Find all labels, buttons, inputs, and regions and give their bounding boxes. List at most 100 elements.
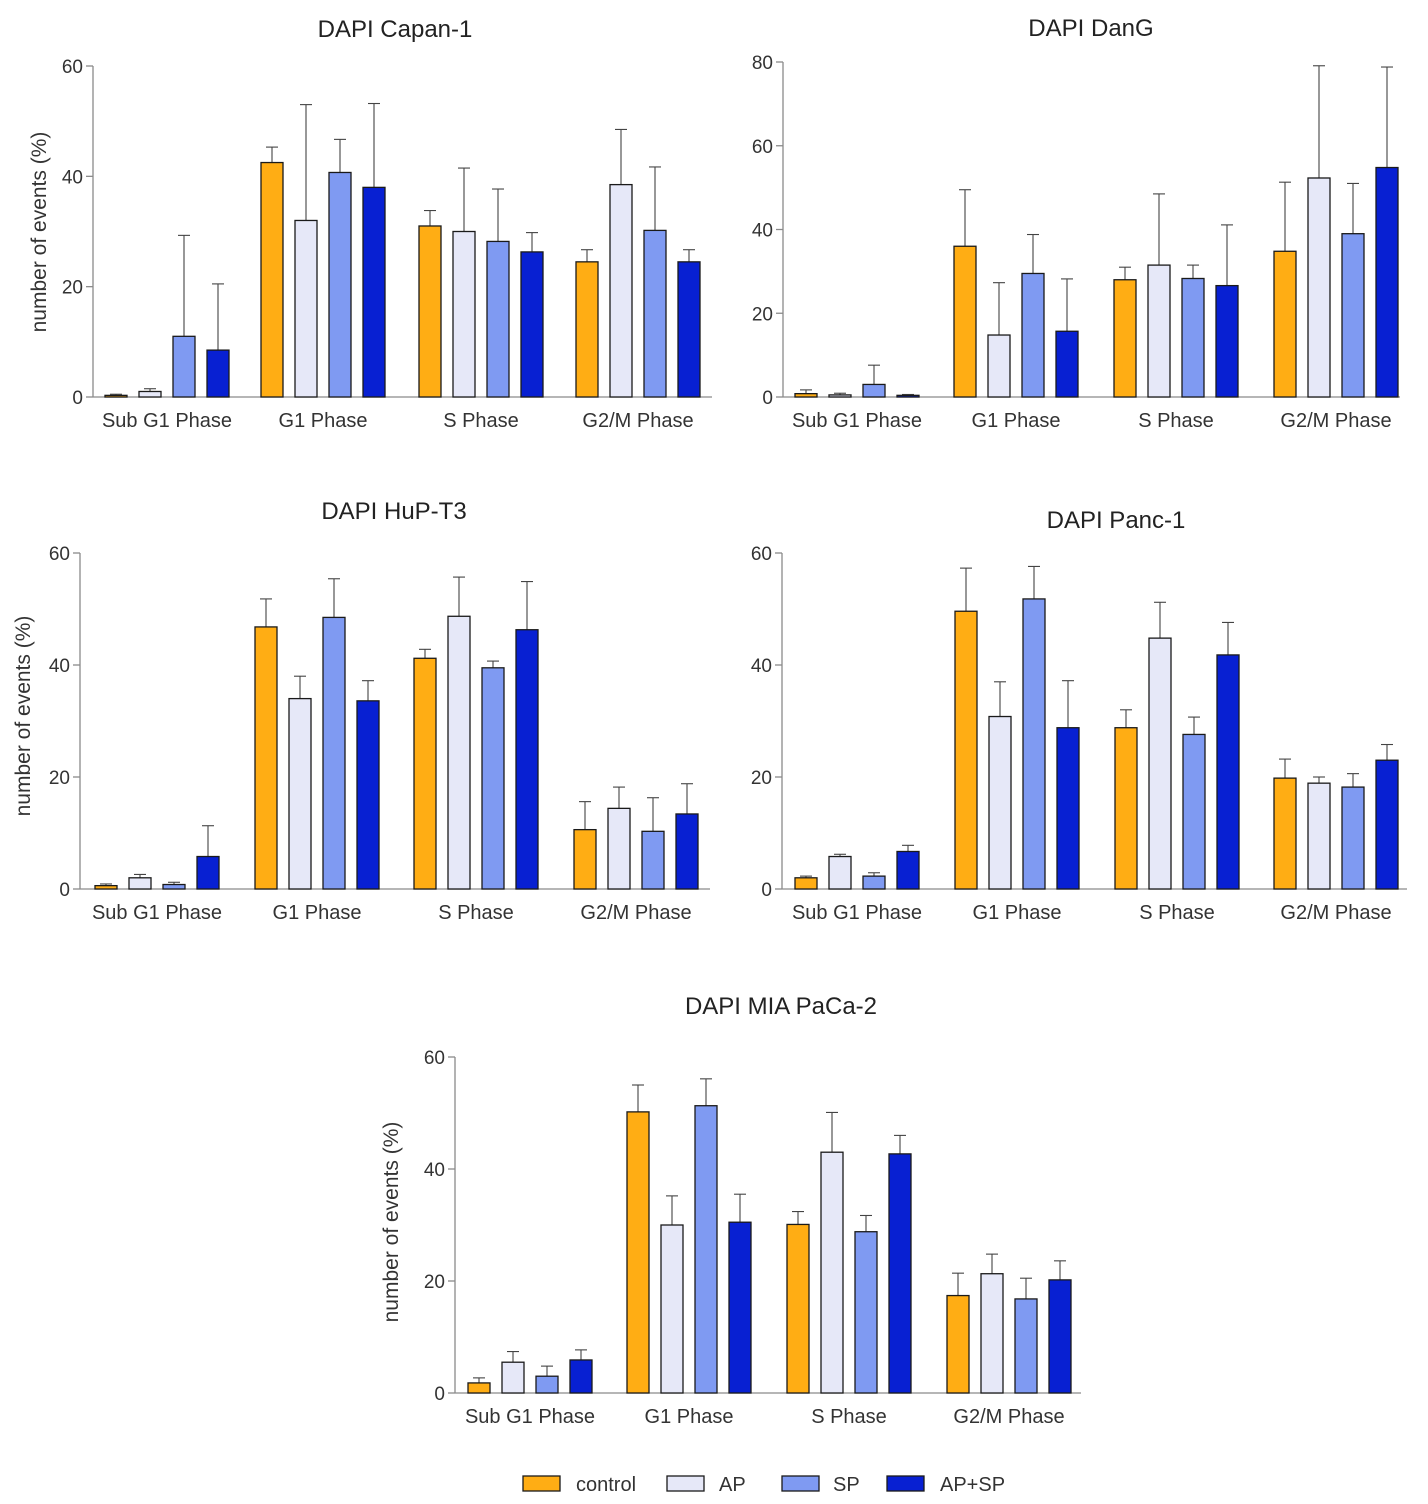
bar-control-1	[104, 394, 128, 398]
bar-ap-sp-2	[1056, 727, 1080, 890]
bar-ap-4	[1307, 177, 1331, 398]
chart-title: DAPI HuP-T3	[321, 498, 466, 525]
bar-control-3	[1113, 279, 1137, 398]
bar-ap-sp-2	[362, 186, 386, 398]
bar-control-4	[575, 261, 599, 398]
bar-sp-3	[486, 240, 510, 398]
bar-ap-1	[828, 394, 852, 398]
bar-ap-sp-1	[569, 1359, 593, 1394]
bar-ap-sp-3	[520, 251, 544, 398]
bar-ap-sp-2	[1055, 330, 1079, 398]
bar-ap-3	[820, 1151, 844, 1394]
bar-ap-sp-3	[1216, 654, 1240, 890]
bar-control-2	[260, 161, 284, 398]
legend-label: SP	[833, 1474, 860, 1496]
bar-ap-3	[1147, 264, 1171, 398]
bar-control-1	[467, 1382, 491, 1394]
bar-control-1	[94, 884, 118, 890]
y-tick-label: 40	[49, 656, 70, 677]
x-category-label: Sub G1 Phase	[92, 902, 222, 924]
bar-ap-2	[987, 334, 1011, 398]
chart-title: DAPI MIA PaCa-2	[685, 993, 877, 1020]
bar-ap-2	[660, 1224, 684, 1394]
bar-ap-4	[607, 807, 631, 890]
x-category-label: S Phase	[438, 902, 514, 924]
bar-ap-3	[1148, 637, 1172, 890]
bar-ap-1	[128, 877, 152, 890]
legend-label: control	[576, 1474, 636, 1496]
bar-sp-2	[1022, 598, 1046, 890]
bar-ap-sp-3	[515, 629, 539, 890]
bar-sp-3	[481, 667, 505, 890]
y-tick-label: 60	[751, 544, 772, 565]
bar-ap-sp-4	[1375, 166, 1399, 398]
bar-ap-4	[980, 1273, 1004, 1394]
y-tick-label: 80	[752, 53, 773, 74]
y-axis-label: number of events (%)	[28, 132, 51, 333]
y-tick-label: 60	[62, 57, 83, 78]
bar-ap-sp-3	[888, 1153, 912, 1394]
chart-panel-1: DAPI Capan-1 0 20 40 60 number of events (%) S…	[28, 16, 712, 432]
x-category-label: G2/M Phase	[953, 1406, 1064, 1428]
legend-swatch	[666, 1475, 705, 1492]
legend: control AP SP AP+SP	[522, 1474, 1005, 1496]
y-tick-label: 60	[424, 1048, 445, 1069]
chart-title: DAPI DanG	[1028, 15, 1153, 42]
bar-sp-4	[1014, 1298, 1038, 1394]
x-category-label: G2/M Phase	[1280, 410, 1391, 432]
bar-control-3	[1114, 727, 1138, 890]
bar-control-3	[413, 657, 437, 890]
x-category-label: S Phase	[811, 1406, 887, 1428]
bar-control-1	[794, 392, 818, 398]
bar-ap-sp-4	[677, 261, 701, 398]
bar-ap-sp-1	[896, 850, 920, 890]
bar-sp-2	[328, 171, 352, 398]
bar-ap-2	[294, 219, 318, 398]
bar-sp-4	[1341, 233, 1365, 398]
x-category-label: Sub G1 Phase	[102, 410, 232, 432]
legend-swatch	[522, 1475, 561, 1492]
x-category-label: G1 Phase	[273, 902, 362, 924]
x-category-label: G1 Phase	[973, 902, 1062, 924]
x-category-label: G1 Phase	[279, 410, 368, 432]
chart-panel-4: DAPI Panc-1 0 20 40 60 Sub G1 Phase G1 Phase S …	[751, 507, 1407, 924]
bar-control-1	[794, 877, 818, 890]
bar-ap-3	[452, 230, 476, 398]
y-tick-label: 60	[752, 137, 773, 158]
x-category-label: G2/M Phase	[1280, 902, 1391, 924]
chart-title: DAPI Panc-1	[1047, 507, 1186, 534]
bar-ap-2	[988, 715, 1012, 890]
bar-control-4	[573, 828, 597, 890]
bar-ap-1	[138, 390, 162, 398]
legend-swatch	[781, 1475, 820, 1492]
y-tick-label: 20	[751, 768, 772, 789]
bar-ap-sp-1	[896, 394, 920, 398]
bar-ap-1	[828, 855, 852, 890]
bar-control-2	[254, 626, 278, 890]
bar-sp-2	[322, 616, 346, 890]
legend-swatch	[886, 1475, 925, 1492]
bar-sp-1	[862, 383, 886, 398]
y-tick-label: 20	[752, 304, 773, 325]
y-tick-label: 0	[761, 880, 772, 901]
bar-ap-sp-4	[675, 813, 699, 890]
x-category-label: Sub G1 Phase	[465, 1406, 595, 1428]
x-category-label: G2/M Phase	[580, 902, 691, 924]
bar-control-2	[953, 245, 977, 398]
bar-sp-1	[535, 1375, 559, 1394]
bar-ap-sp-1	[206, 349, 230, 398]
x-category-label: Sub G1 Phase	[792, 410, 922, 432]
bar-ap-sp-2	[356, 700, 380, 890]
bar-ap-3	[447, 615, 471, 890]
bar-control-2	[954, 610, 978, 890]
chart-panel-2: DAPI DanG 0 20 40 60 80 Sub G1 Phase G1 Phase S …	[752, 15, 1400, 432]
bar-ap-sp-1	[196, 855, 220, 890]
bar-sp-1	[862, 875, 886, 890]
bar-control-3	[786, 1223, 810, 1394]
bar-ap-sp-2	[728, 1221, 752, 1394]
y-tick-label: 0	[434, 1384, 445, 1405]
bar-sp-4	[641, 830, 665, 890]
bar-sp-3	[854, 1231, 878, 1394]
x-category-label: G2/M Phase	[582, 410, 693, 432]
